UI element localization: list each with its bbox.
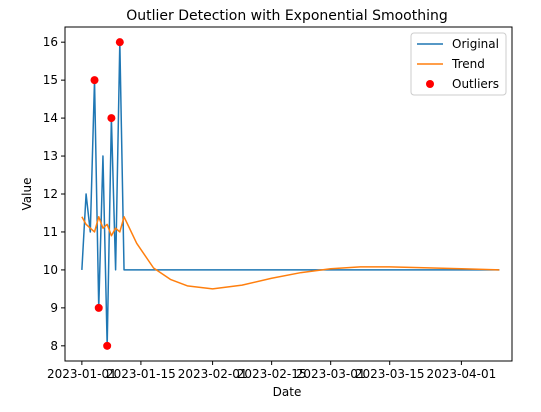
outlier-point-3 [103, 341, 112, 350]
x-tick-label-2: 2023-01-15 [106, 367, 176, 381]
legend-label-original: Original [452, 37, 499, 51]
y-tick-label-5: 12 [43, 187, 58, 201]
y-tick-label-1: 8 [50, 339, 58, 353]
x-tick-label-6: 2023-03-15 [355, 367, 425, 381]
series-line-original [81, 41, 500, 347]
series-line-trend [81, 216, 500, 290]
x-axis-label: Date [273, 385, 302, 399]
outlier-point-1 [90, 76, 99, 85]
series-layer [81, 38, 500, 350]
y-tick-label-3: 10 [43, 263, 58, 277]
chart-title: Outlier Detection with Exponential Smoot… [126, 8, 448, 24]
legend-label-outliers: Outliers [452, 77, 499, 91]
y-tick-label-6: 13 [43, 149, 58, 163]
legend: Original Trend Outliers [410, 32, 507, 96]
x-tick-label-3: 2023-02-01 [178, 367, 248, 381]
y-tick-label-7: 14 [43, 111, 58, 125]
outlier-point-4 [107, 114, 116, 123]
y-axis: 8 9 10 11 12 13 14 15 16 [43, 35, 65, 353]
y-tick-label-9: 16 [43, 35, 58, 49]
y-tick-label-2: 9 [50, 301, 58, 315]
legend-label-trend: Trend [451, 57, 485, 71]
x-tick-label-1: 2023-01-01 [47, 367, 117, 381]
legend-box [410, 32, 507, 96]
y-tick-label-8: 15 [43, 73, 58, 87]
x-tick-label-5: 2023-03-01 [296, 367, 366, 381]
y-tick-label-4: 11 [43, 225, 58, 239]
x-tick-label-7: 2023-04-01 [427, 367, 497, 381]
x-tick-label-4: 2023-02-15 [237, 367, 307, 381]
y-axis-label: Value [20, 178, 34, 211]
legend-swatch-outliers [426, 80, 434, 88]
outlier-point-2 [94, 303, 103, 312]
outlier-point-5 [115, 38, 124, 47]
